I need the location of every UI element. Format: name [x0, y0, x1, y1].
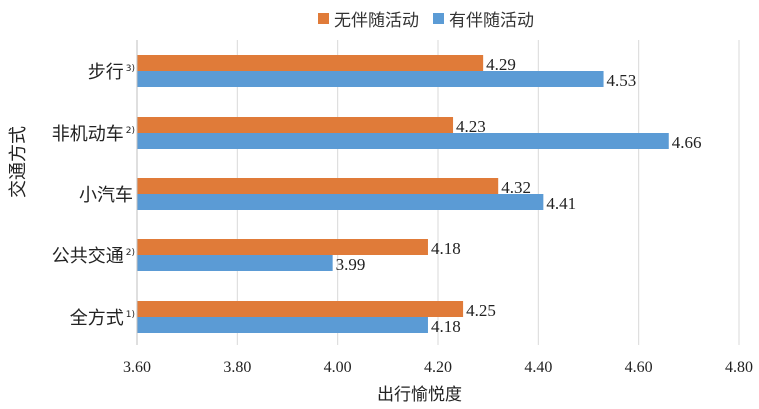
data-label: 3.99	[336, 255, 366, 274]
data-label: 4.29	[486, 55, 516, 74]
legend-item-series-2: 有伴随活动	[433, 6, 534, 31]
data-label: 4.18	[431, 317, 461, 336]
legend-item-series-1: 无伴随活动	[318, 6, 419, 31]
category-name: 非机动车	[51, 124, 124, 145]
category-name: 小汽车	[79, 185, 133, 206]
x-axis-title: 出行愉悦度	[377, 385, 462, 405]
category-note: 3)	[125, 64, 135, 74]
bar	[137, 255, 333, 271]
x-tick-label: 4.20	[424, 359, 452, 376]
x-tick-label: 4.40	[524, 359, 552, 376]
x-tick-label: 4.60	[625, 359, 653, 376]
legend-label-series-2: 有伴随活动	[449, 11, 534, 31]
bar	[137, 239, 428, 255]
data-label: 4.23	[456, 117, 486, 136]
data-label: 4.32	[501, 178, 531, 197]
x-tick-label: 3.60	[123, 359, 151, 376]
bar	[137, 194, 544, 210]
x-tick-label: 3.80	[223, 359, 251, 376]
legend-swatch-series-2	[433, 13, 444, 24]
data-label: 4.41	[546, 194, 576, 213]
category-label-walk: 步行 3)	[88, 58, 135, 84]
bar	[137, 317, 428, 333]
y-axis-title: 交通方式	[8, 126, 29, 198]
legend: 无伴随活动 有伴随活动	[318, 6, 548, 31]
category-label-car: 小汽车	[79, 181, 135, 207]
bar	[137, 71, 604, 87]
category-name: 全方式	[69, 308, 124, 329]
x-tick-label: 4.80	[725, 359, 753, 376]
data-label: 4.53	[607, 71, 637, 90]
category-note: 2)	[125, 248, 135, 258]
category-note: 2)	[125, 126, 135, 136]
data-label: 4.25	[466, 301, 496, 320]
data-label: 4.18	[431, 239, 461, 258]
bar	[137, 178, 499, 194]
bar	[137, 55, 484, 71]
legend-swatch-series-1	[318, 13, 329, 24]
bar	[137, 117, 454, 133]
category-label-all: 全方式 1)	[70, 304, 135, 330]
category-name: 步行	[87, 62, 124, 83]
bar	[137, 133, 669, 149]
bar	[137, 301, 464, 317]
x-tick-label: 4.00	[324, 359, 352, 376]
category-label-transit: 公共交通 2)	[52, 242, 135, 268]
data-label: 4.66	[672, 133, 702, 152]
category-note: 1)	[125, 310, 135, 320]
category-label-non-motor: 非机动车 2)	[52, 120, 135, 146]
category-name: 公共交通	[51, 246, 124, 267]
legend-label-series-1: 无伴随活动	[334, 11, 419, 31]
